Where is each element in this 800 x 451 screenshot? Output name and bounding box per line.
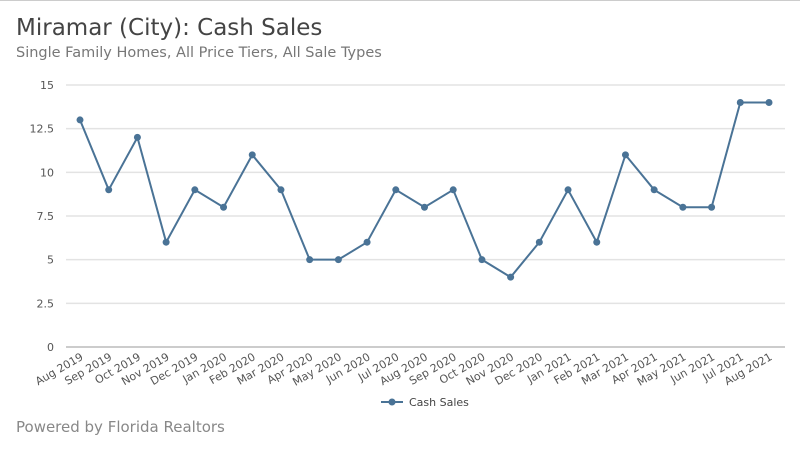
data-point: [76, 116, 84, 124]
chart-title: Miramar (City): Cash Sales: [16, 15, 323, 41]
y-tick-label: 10: [40, 166, 54, 179]
data-point: [650, 186, 658, 194]
data-point: [363, 238, 371, 246]
powered-by-footer[interactable]: Powered by Florida Realtors: [16, 418, 225, 436]
chart-subtitle: Single Family Homes, All Price Tiers, Al…: [16, 45, 382, 61]
y-tick-label: 15: [40, 79, 54, 92]
data-point: [162, 238, 170, 246]
data-point: [736, 98, 744, 106]
legend-label: Cash Sales: [409, 396, 469, 409]
data-point: [449, 186, 457, 194]
data-point: [478, 256, 486, 264]
legend-marker: [388, 398, 396, 406]
data-point: [220, 203, 228, 211]
y-tick-label: 2.5: [37, 297, 55, 310]
data-point: [277, 186, 285, 194]
data-point: [621, 151, 629, 159]
data-point: [248, 151, 256, 159]
data-point: [421, 203, 428, 211]
y-tick-label: 12.5: [30, 123, 55, 136]
data-point: [334, 256, 342, 264]
data-point: [133, 133, 141, 141]
data-point: [679, 203, 687, 211]
data-point: [593, 238, 601, 246]
data-point: [535, 238, 543, 246]
data-point: [392, 186, 400, 194]
data-point: [708, 203, 716, 211]
data-point: [306, 256, 314, 264]
y-tick-label: 7.5: [37, 210, 55, 223]
data-point: [765, 98, 773, 106]
data-point: [507, 273, 515, 281]
data-point: [105, 186, 113, 194]
y-tick-label: 5: [47, 254, 54, 267]
data-point: [191, 186, 199, 194]
y-tick-label: 0: [47, 341, 54, 354]
data-point: [564, 186, 572, 194]
